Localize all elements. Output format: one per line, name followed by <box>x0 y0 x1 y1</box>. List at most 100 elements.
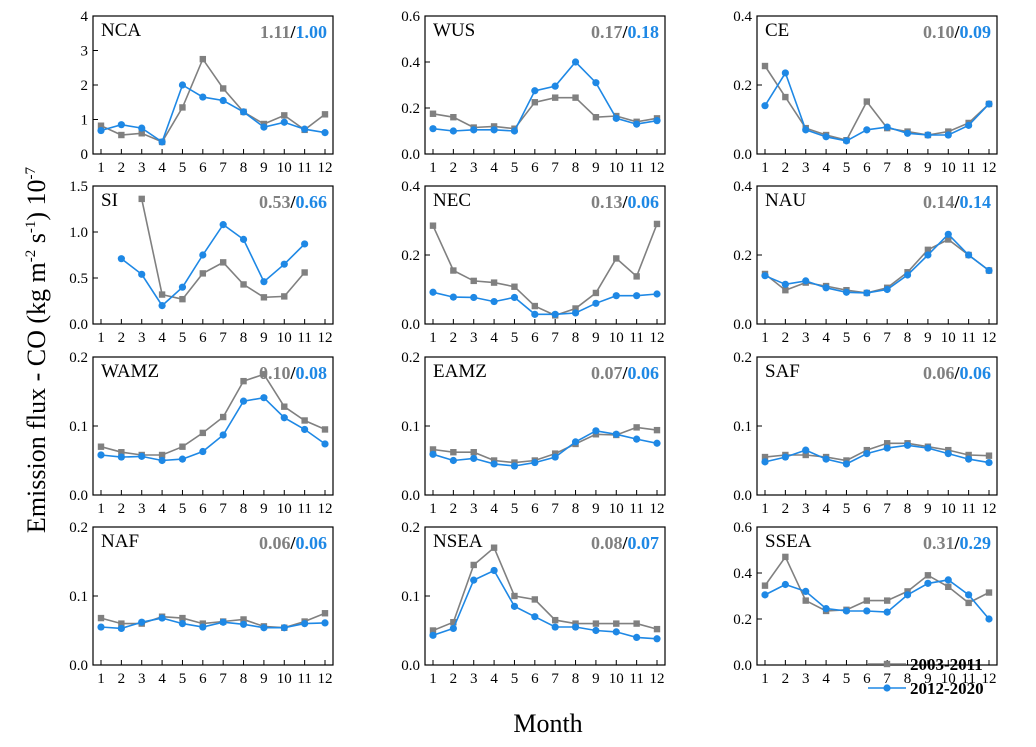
point-2003-2011 <box>782 93 789 101</box>
point-2003-2011 <box>179 295 186 303</box>
point-2003-2011 <box>653 426 661 434</box>
point-2012-2020 <box>199 93 207 101</box>
x-tick-label: 4 <box>158 160 166 176</box>
point-2003-2011 <box>924 572 932 579</box>
point-2003-2011 <box>219 413 227 421</box>
point-2012-2020 <box>944 131 952 139</box>
x-tick-label: 10 <box>609 330 624 346</box>
x-tick-label: 3 <box>470 330 478 346</box>
x-tick-label: 5 <box>179 671 187 687</box>
x-tick-label: 4 <box>158 671 166 687</box>
x-tick-label: 11 <box>297 671 311 687</box>
point-2012-2020 <box>633 633 641 642</box>
point-2012-2020 <box>571 309 580 317</box>
x-tick-label: 2 <box>118 160 126 176</box>
series-line-2012-2020 <box>432 60 658 132</box>
point-2012-2020 <box>944 230 952 238</box>
point-2012-2020 <box>612 628 620 636</box>
x-tick-label: 1 <box>429 330 437 346</box>
x-tick-label: 4 <box>490 330 498 346</box>
x-tick-label: 11 <box>629 671 643 687</box>
panel-stats: 0.06/0.06 <box>923 363 991 383</box>
stat-separator: / <box>953 533 960 553</box>
x-tick-label: 5 <box>179 501 187 517</box>
x-tick-label: 4 <box>490 671 498 687</box>
x-tick-label: 8 <box>572 501 580 517</box>
x-tick-label: 4 <box>158 330 166 346</box>
legend-marker <box>883 660 891 668</box>
series-line-2003-2011 <box>764 555 990 612</box>
x-tick-label: 3 <box>138 330 146 346</box>
point-2012-2020 <box>158 614 166 622</box>
point-2003-2011 <box>429 110 437 117</box>
point-2012-2020 <box>842 607 851 615</box>
stat-2012-2020: 0.66 <box>296 192 328 212</box>
x-tick-label: 3 <box>138 501 146 517</box>
point-2003-2011 <box>572 94 579 101</box>
x-tick-label: 10 <box>277 160 292 176</box>
point-2012-2020 <box>842 460 851 468</box>
stat-2003-2011: 0.31 <box>923 533 955 553</box>
point-2012-2020 <box>117 121 125 129</box>
x-tick-label: 7 <box>551 671 559 687</box>
series-line-2012-2020 <box>100 396 326 462</box>
legend-item-2003-2011: 2003-2011 <box>868 655 983 674</box>
point-2012-2020 <box>510 127 519 135</box>
point-2003-2011 <box>470 277 477 285</box>
point-2012-2020 <box>510 602 519 610</box>
x-tick-label: 8 <box>240 501 248 517</box>
point-2003-2011 <box>158 451 166 459</box>
stat-separator: / <box>953 192 960 212</box>
point-2003-2011 <box>199 270 207 277</box>
y-tick-label: 0.0 <box>401 658 420 674</box>
panel-stats: 0.31/0.29 <box>923 533 991 553</box>
x-tick-label: 5 <box>843 671 851 687</box>
x-tick-label: 10 <box>941 330 956 346</box>
point-2012-2020 <box>239 620 248 628</box>
x-tick-label: 11 <box>961 501 975 517</box>
y-tick-label: 0.2 <box>401 248 420 264</box>
point-2003-2011 <box>321 111 329 118</box>
stat-2012-2020: 0.09 <box>960 22 992 42</box>
point-2012-2020 <box>239 108 248 116</box>
point-2012-2020 <box>822 284 830 292</box>
point-2003-2011 <box>863 597 871 604</box>
point-2003-2011 <box>450 449 457 456</box>
point-2003-2011 <box>531 99 539 106</box>
x-tick-label: 6 <box>199 501 207 517</box>
point-2003-2011 <box>199 55 207 63</box>
x-tick-label: 2 <box>450 160 458 176</box>
point-2012-2020 <box>280 118 288 126</box>
y-tick-label: 1.5 <box>69 179 88 195</box>
x-tick-label: 7 <box>883 671 891 687</box>
point-2012-2020 <box>510 462 519 470</box>
y-tick-label: 0 <box>81 147 89 163</box>
x-tick-label: 9 <box>924 160 932 176</box>
point-2003-2011 <box>782 553 789 561</box>
y-axis-label: Emission flux - CO (kg m-2 s-1) 10-7 <box>22 166 51 533</box>
point-2012-2020 <box>429 288 437 296</box>
point-2003-2011 <box>985 589 993 596</box>
y-tick-label: 0.2 <box>401 101 420 117</box>
point-2012-2020 <box>260 394 268 402</box>
point-2003-2011 <box>450 114 457 121</box>
legend-label: 2012-2020 <box>910 679 984 698</box>
y-tick-label: 4 <box>81 9 89 25</box>
series-line-2012-2020 <box>764 71 990 142</box>
stat-2003-2011: 0.53 <box>259 192 291 212</box>
x-tick-label: 3 <box>470 160 478 176</box>
x-tick-label: 1 <box>97 501 105 517</box>
point-2003-2011 <box>429 627 437 634</box>
x-tick-label: 9 <box>592 501 600 517</box>
point-2003-2011 <box>240 377 247 385</box>
point-2012-2020 <box>985 266 993 275</box>
point-2012-2020 <box>944 576 952 584</box>
point-2003-2011 <box>138 130 145 137</box>
point-2012-2020 <box>592 626 600 635</box>
x-tick-label: 2 <box>450 501 458 517</box>
y-tick-label: 0.1 <box>733 419 752 435</box>
point-2003-2011 <box>450 619 457 626</box>
point-2012-2020 <box>510 293 519 302</box>
